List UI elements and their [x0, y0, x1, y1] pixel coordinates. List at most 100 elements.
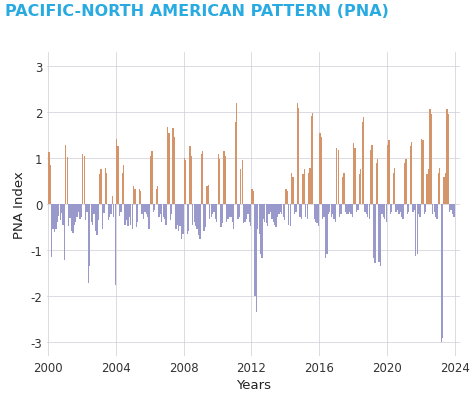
Bar [83, 156, 85, 205]
Bar [391, 205, 392, 213]
Bar [428, 170, 429, 205]
Bar [400, 205, 401, 213]
Bar [300, 205, 301, 217]
Bar [51, 205, 52, 258]
Bar [53, 205, 54, 230]
Bar [193, 205, 195, 222]
Bar [298, 109, 300, 205]
Bar [408, 205, 410, 213]
Bar [439, 168, 440, 205]
Bar [208, 185, 209, 205]
Bar [427, 175, 428, 205]
Bar [180, 205, 181, 227]
Y-axis label: PNA Index: PNA Index [13, 171, 27, 238]
Bar [182, 205, 183, 234]
Bar [86, 205, 88, 213]
Bar [285, 190, 287, 205]
Bar [146, 205, 147, 215]
Bar [223, 151, 225, 205]
Bar [76, 205, 78, 217]
Bar [205, 205, 206, 228]
Bar [55, 205, 56, 230]
Bar [308, 173, 309, 205]
Bar [158, 205, 160, 217]
Bar [418, 205, 419, 215]
Bar [54, 205, 55, 232]
Bar [112, 196, 113, 205]
Bar [195, 205, 196, 227]
Bar [245, 205, 246, 222]
Bar [417, 205, 418, 254]
Bar [157, 187, 158, 205]
Bar [411, 143, 412, 205]
Bar [247, 205, 248, 215]
Bar [350, 205, 352, 215]
Bar [261, 205, 263, 259]
Bar [283, 205, 284, 217]
Bar [291, 173, 292, 205]
Bar [263, 205, 264, 219]
Bar [421, 139, 422, 205]
Bar [69, 205, 71, 218]
Bar [206, 187, 208, 205]
Bar [446, 110, 447, 205]
Bar [237, 205, 238, 219]
Bar [173, 128, 174, 205]
Bar [326, 205, 328, 254]
Bar [376, 164, 377, 205]
Bar [126, 205, 127, 221]
Bar [178, 205, 179, 231]
Bar [401, 205, 402, 217]
Bar [268, 205, 270, 215]
Bar [138, 190, 140, 205]
Bar [79, 205, 81, 219]
Bar [435, 205, 436, 217]
Bar [220, 205, 222, 228]
Bar [50, 165, 51, 205]
Bar [163, 205, 164, 217]
Bar [311, 117, 312, 205]
Bar [95, 205, 96, 231]
Bar [75, 205, 76, 222]
Bar [222, 205, 223, 224]
Bar [85, 205, 86, 221]
Bar [447, 115, 449, 205]
Bar [339, 205, 340, 217]
Bar [203, 205, 205, 231]
Bar [363, 118, 364, 205]
Bar [328, 205, 329, 215]
Bar [424, 205, 425, 215]
Bar [372, 146, 373, 205]
Bar [168, 133, 170, 205]
Bar [387, 146, 388, 205]
Bar [60, 205, 61, 221]
Bar [255, 205, 257, 313]
Bar [63, 205, 64, 225]
Bar [82, 155, 83, 205]
Bar [120, 205, 121, 213]
Bar [374, 205, 375, 263]
Bar [337, 150, 339, 205]
Bar [209, 205, 210, 219]
Bar [140, 192, 141, 205]
Bar [48, 153, 50, 205]
Bar [78, 205, 79, 213]
Bar [367, 205, 368, 217]
Bar [274, 205, 275, 225]
Bar [453, 205, 455, 217]
Bar [225, 156, 226, 205]
Bar [384, 205, 385, 219]
Bar [239, 205, 240, 217]
Bar [99, 175, 100, 205]
Bar [165, 205, 167, 225]
Bar [236, 104, 237, 205]
Bar [110, 205, 112, 215]
Bar [153, 205, 154, 213]
Bar [390, 205, 391, 215]
Bar [160, 205, 161, 215]
Bar [242, 161, 243, 205]
Bar [356, 205, 357, 213]
Bar [91, 205, 92, 222]
Bar [96, 205, 98, 236]
Bar [359, 175, 360, 205]
